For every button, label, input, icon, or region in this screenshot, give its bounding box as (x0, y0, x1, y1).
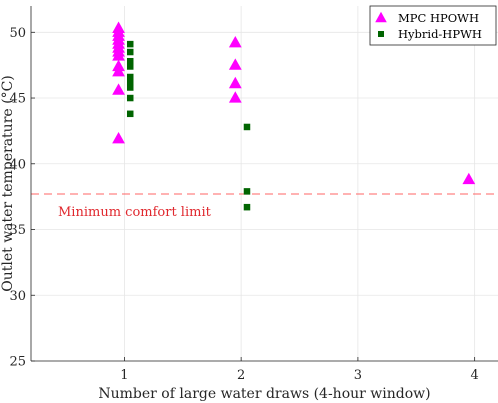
legend: MPC HPOWH Hybrid-HPWH (369, 5, 497, 46)
mpc-hpowh-point (462, 172, 476, 185)
hybrid-hpwh-point (243, 123, 251, 131)
mpc-hpowh-point (228, 35, 242, 48)
legend-entries: MPC HPOWH Hybrid-HPWH (375, 11, 482, 41)
legend-hybrid-hpwh-marker (378, 31, 384, 37)
hybrid-hpwh-point (126, 40, 134, 48)
legend-label: MPC HPOWH (398, 11, 479, 25)
x-tick-label: 3 (354, 368, 362, 383)
y-tick-label: 40 (9, 157, 26, 172)
mpc-hpowh-point (112, 131, 125, 144)
hybrid-hpwh-point (126, 94, 134, 102)
hybrid-hpwh-point (126, 48, 134, 56)
data-points (112, 21, 476, 211)
y-tick-label: 30 (9, 289, 26, 304)
plot-area (31, 6, 498, 361)
mpc-hpowh-point (112, 83, 125, 95)
legend-label: Hybrid-HPWH (398, 27, 482, 41)
hybrid-hpwh-point (126, 84, 134, 91)
x-axis-label: Number of large water draws (4-hour wind… (98, 386, 430, 402)
grid-lines (31, 6, 498, 362)
mpc-hpowh-point (228, 58, 242, 70)
tick-labels: 1 2 3 4 25 30 35 40 45 50 (9, 26, 478, 383)
y-tick-label: 50 (9, 26, 26, 41)
axes (30, 6, 498, 362)
hybrid-hpwh-point (243, 203, 251, 211)
y-axis-label: Outlet water temperature (°C) (0, 75, 16, 292)
legend-mpc-hpowh-marker (375, 11, 387, 23)
hybrid-hpwh-point (126, 73, 134, 81)
hybrid-hpwh-point (126, 57, 134, 65)
mpc-hpowh-point (228, 76, 242, 89)
hybrid-hpwh-point (243, 188, 251, 195)
mpc-hpowh-point (112, 49, 125, 61)
reference-line-label: Minimum comfort limit (58, 205, 212, 220)
hybrid-hpwh-point (126, 63, 134, 70)
mpc-hpowh-point (228, 91, 242, 103)
mpc-hpowh-point (112, 64, 125, 77)
x-tick-label: 2 (237, 368, 245, 383)
x-tick-label: 1 (120, 368, 128, 383)
hybrid-hpwh-point (126, 79, 134, 86)
x-tick-label: 4 (471, 368, 479, 383)
y-tick-label: 25 (9, 355, 26, 370)
y-tick-label: 45 (9, 92, 26, 107)
legend-box (369, 5, 497, 46)
hybrid-hpwh-point (126, 110, 134, 118)
y-tick-label: 35 (9, 223, 26, 238)
